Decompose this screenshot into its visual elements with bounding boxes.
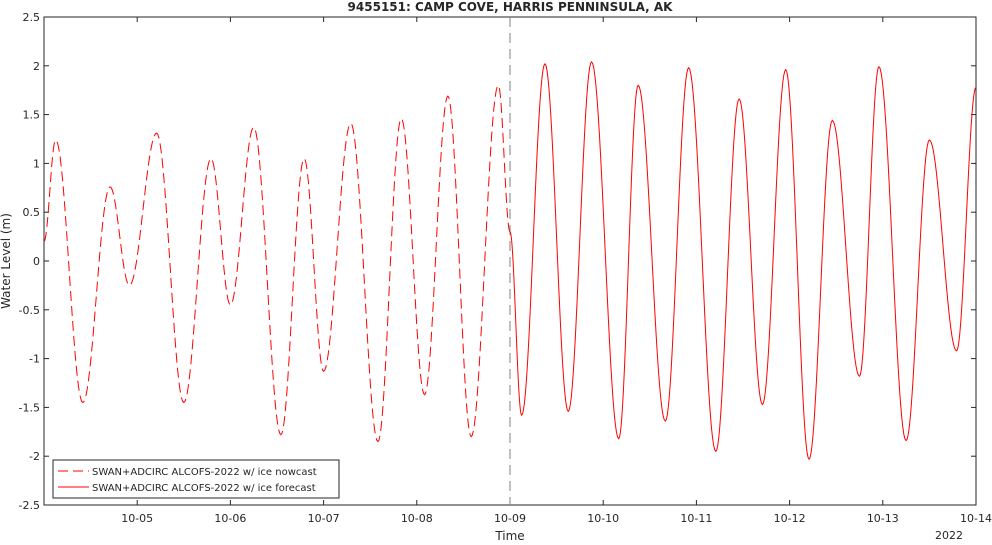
y-axis-label: Water Level (m) — [0, 213, 13, 309]
y-tick-label: -1 — [29, 353, 40, 366]
y-tick-label: 1 — [33, 157, 40, 170]
y-tick-label: 2.5 — [23, 11, 41, 24]
series-line-forecast — [509, 61, 976, 461]
y-tick-label: 1.5 — [23, 109, 41, 122]
x-tick-label: 10-10 — [587, 512, 619, 525]
y-tick-label: -2.5 — [19, 499, 40, 512]
y-tick-label: -2 — [29, 450, 40, 463]
y-tick-label: 2 — [33, 60, 40, 73]
x-tick-label: 10-12 — [774, 512, 806, 525]
x-tick-label: 10-09 — [494, 512, 526, 525]
y-tick-label: -0.5 — [19, 304, 40, 317]
y-tick-label: 0.5 — [23, 206, 41, 219]
x-tick-label: 10-05 — [121, 512, 153, 525]
x-tick-label: 10-06 — [214, 512, 246, 525]
chart-title: 9455151: CAMP COVE, HARRIS PENNINSULA, A… — [348, 0, 674, 14]
y-tick-label: -1.5 — [19, 401, 40, 414]
series-line-nowcast — [44, 84, 511, 443]
series-group — [44, 61, 976, 461]
x-axis-label: Time — [494, 529, 524, 541]
x-axis-year-label: 2022 — [935, 529, 963, 541]
x-tick-label: 10-08 — [401, 512, 433, 525]
legend-box — [52, 459, 340, 499]
legend-label: SWAN+ADCIRC ALCOFS-2022 w/ ice nowcast — [92, 467, 317, 478]
y-tick-label: 0 — [33, 255, 40, 268]
x-tick-label: 10-14 — [960, 512, 992, 525]
legend-label: SWAN+ADCIRC ALCOFS-2022 w/ ice forecast — [92, 483, 316, 494]
x-tick-label: 10-11 — [680, 512, 712, 525]
x-tick-label: 10-07 — [308, 512, 340, 525]
x-tick-label: 10-13 — [867, 512, 899, 525]
